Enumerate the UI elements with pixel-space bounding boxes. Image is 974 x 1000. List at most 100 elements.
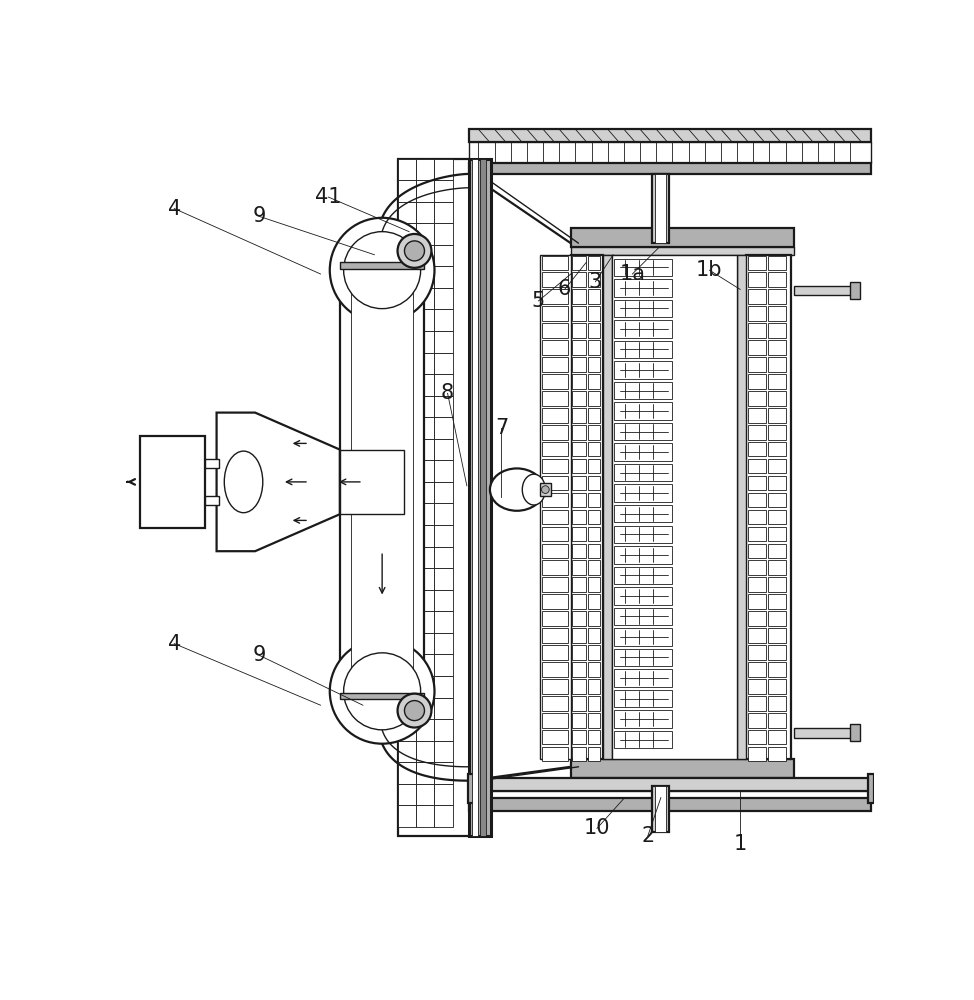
Bar xyxy=(542,662,568,677)
Bar xyxy=(587,628,600,643)
Bar xyxy=(434,525,453,547)
Bar xyxy=(434,568,453,590)
Bar xyxy=(768,323,786,338)
Bar xyxy=(768,425,786,440)
Bar xyxy=(397,719,416,741)
Bar xyxy=(573,289,586,304)
Text: 1a: 1a xyxy=(619,264,646,284)
Bar xyxy=(542,306,568,321)
Bar xyxy=(416,654,434,676)
Bar xyxy=(397,503,416,525)
Bar xyxy=(573,560,586,575)
Bar xyxy=(469,791,871,798)
Bar xyxy=(434,741,453,762)
Bar xyxy=(397,698,416,719)
Bar xyxy=(748,679,767,694)
Bar xyxy=(748,730,767,744)
Bar xyxy=(603,255,613,759)
Bar xyxy=(768,408,786,423)
Bar xyxy=(416,719,434,741)
Bar xyxy=(397,180,416,202)
Bar xyxy=(469,129,871,142)
Bar xyxy=(748,408,767,423)
Bar xyxy=(573,747,586,761)
Bar xyxy=(416,331,434,353)
Bar xyxy=(416,266,434,288)
Bar xyxy=(416,805,434,827)
Bar xyxy=(573,425,586,440)
Bar xyxy=(587,645,600,660)
Bar xyxy=(656,786,666,832)
Bar xyxy=(768,696,786,711)
Bar xyxy=(573,357,586,372)
Bar xyxy=(542,272,568,287)
Bar xyxy=(748,425,767,440)
Circle shape xyxy=(404,701,425,721)
Text: 9: 9 xyxy=(252,206,266,226)
Bar xyxy=(587,374,600,389)
Bar xyxy=(434,805,453,827)
Bar xyxy=(434,654,453,676)
Bar xyxy=(397,331,416,353)
Bar xyxy=(434,223,453,245)
Bar xyxy=(397,158,470,836)
Bar xyxy=(587,730,600,744)
Bar xyxy=(573,594,586,609)
Bar xyxy=(397,202,416,223)
Bar xyxy=(340,270,425,691)
Text: 3: 3 xyxy=(589,272,602,292)
Bar xyxy=(587,510,600,524)
Bar xyxy=(573,391,586,406)
Bar xyxy=(573,577,586,592)
Bar xyxy=(768,662,786,677)
Bar xyxy=(416,374,434,396)
Bar xyxy=(434,202,453,223)
Bar xyxy=(573,662,586,677)
Bar xyxy=(542,425,568,440)
Bar xyxy=(397,762,416,784)
Bar xyxy=(397,547,416,568)
Bar xyxy=(614,546,672,564)
Bar xyxy=(587,357,600,372)
Bar xyxy=(542,679,568,694)
Bar xyxy=(416,741,434,762)
Bar xyxy=(139,436,206,528)
Bar xyxy=(614,341,672,358)
Bar xyxy=(397,590,416,611)
Bar xyxy=(794,728,852,738)
Circle shape xyxy=(330,218,434,323)
Bar xyxy=(768,289,786,304)
Polygon shape xyxy=(216,413,340,551)
Bar xyxy=(416,525,434,547)
Bar xyxy=(571,255,603,759)
Bar xyxy=(542,645,568,660)
Bar xyxy=(614,382,672,399)
Bar xyxy=(206,459,219,468)
Bar xyxy=(737,255,746,759)
Bar xyxy=(434,245,453,266)
Bar xyxy=(542,476,568,490)
Bar xyxy=(542,544,568,558)
Bar xyxy=(397,568,416,590)
Bar xyxy=(416,676,434,698)
Text: 6: 6 xyxy=(558,279,572,299)
Bar xyxy=(542,459,568,473)
Bar xyxy=(573,645,586,660)
Bar xyxy=(768,730,786,744)
Bar xyxy=(542,391,568,406)
Bar xyxy=(469,142,871,163)
Bar xyxy=(434,331,453,353)
Bar xyxy=(416,784,434,805)
Bar xyxy=(416,309,434,331)
Bar xyxy=(397,223,416,245)
Bar xyxy=(540,483,550,496)
Bar xyxy=(587,713,600,728)
Bar xyxy=(587,662,600,677)
Bar xyxy=(768,459,786,473)
Ellipse shape xyxy=(522,474,545,505)
Bar xyxy=(768,560,786,575)
Bar xyxy=(542,747,568,761)
Bar xyxy=(352,270,413,691)
Bar xyxy=(542,408,568,423)
Bar xyxy=(397,417,416,439)
